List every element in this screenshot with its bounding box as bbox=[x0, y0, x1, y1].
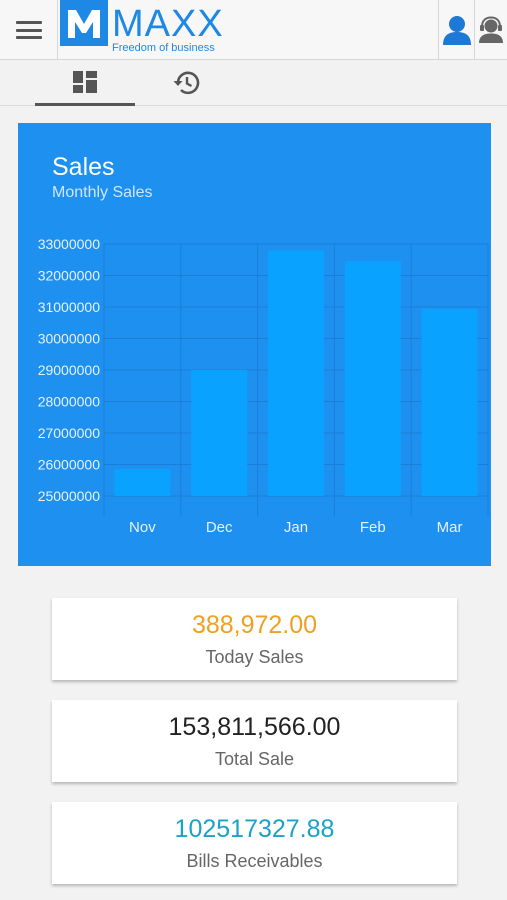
hamburger-menu-icon[interactable] bbox=[0, 0, 58, 60]
bar-jan bbox=[268, 250, 324, 496]
x-tick-label: Dec bbox=[206, 519, 233, 536]
x-tick-label: Jan bbox=[284, 519, 308, 536]
bar-mar bbox=[421, 308, 478, 496]
chart-title: Sales bbox=[52, 153, 115, 181]
tab-bar bbox=[0, 60, 507, 106]
bills-receivables-label: Bills Receivables bbox=[186, 851, 323, 871]
bills-receivables-value: 102517327.88 bbox=[174, 815, 335, 843]
bills-receivables-card[interactable]: 102517327.88 Bills Receivables bbox=[52, 802, 457, 884]
y-tick-label: 31000000 bbox=[38, 299, 101, 315]
brand-name: MAXX bbox=[112, 3, 224, 45]
sales-chart-card: Sales Monthly Sales 25000000 26000000 2700… bbox=[18, 123, 491, 566]
today-sales-label: Today Sales bbox=[205, 647, 304, 667]
total-sale-label: Total Sale bbox=[214, 749, 295, 769]
total-sale-card[interactable]: 153,811,566.00 Total Sale bbox=[52, 700, 457, 782]
y-tick-label: 26000000 bbox=[38, 457, 101, 473]
today-sales-value: 388,972.00 bbox=[191, 611, 318, 639]
y-tick-label: 32000000 bbox=[38, 268, 101, 284]
app-header: MAXX Freedom of business bbox=[0, 0, 507, 60]
x-tick-label: Feb bbox=[360, 519, 386, 536]
tab-history[interactable] bbox=[136, 60, 236, 106]
logo-mark bbox=[60, 0, 108, 46]
history-icon bbox=[173, 71, 200, 95]
dashboard-icon bbox=[73, 70, 97, 93]
tab-dashboard[interactable] bbox=[35, 60, 135, 106]
y-tick-label: 28000000 bbox=[38, 394, 101, 410]
user-icon[interactable] bbox=[438, 0, 474, 60]
support-agent-icon[interactable] bbox=[474, 0, 507, 60]
bar-feb bbox=[344, 261, 401, 496]
bar-dec bbox=[191, 370, 248, 496]
bar-nov bbox=[114, 469, 171, 496]
sales-bar-chart: 25000000 26000000 27000000 28000000 29000000… bbox=[38, 236, 489, 536]
app-logo: MAXX Freedom of business bbox=[60, 0, 240, 58]
chart-subtitle: Monthly Sales bbox=[52, 184, 153, 201]
brand-tagline: Freedom of business bbox=[112, 42, 215, 54]
today-sales-card[interactable]: 388,972.00 Today Sales bbox=[52, 598, 457, 680]
y-tick-label: 29000000 bbox=[38, 362, 101, 378]
y-tick-label: 30000000 bbox=[38, 331, 101, 347]
x-tick-label: Nov bbox=[129, 519, 156, 536]
total-sale-value: 153,811,566.00 bbox=[168, 713, 341, 741]
y-tick-label: 27000000 bbox=[38, 425, 101, 441]
x-tick-label: Mar bbox=[437, 519, 463, 536]
y-tick-label: 25000000 bbox=[38, 488, 101, 504]
y-tick-label: 33000000 bbox=[38, 236, 101, 252]
